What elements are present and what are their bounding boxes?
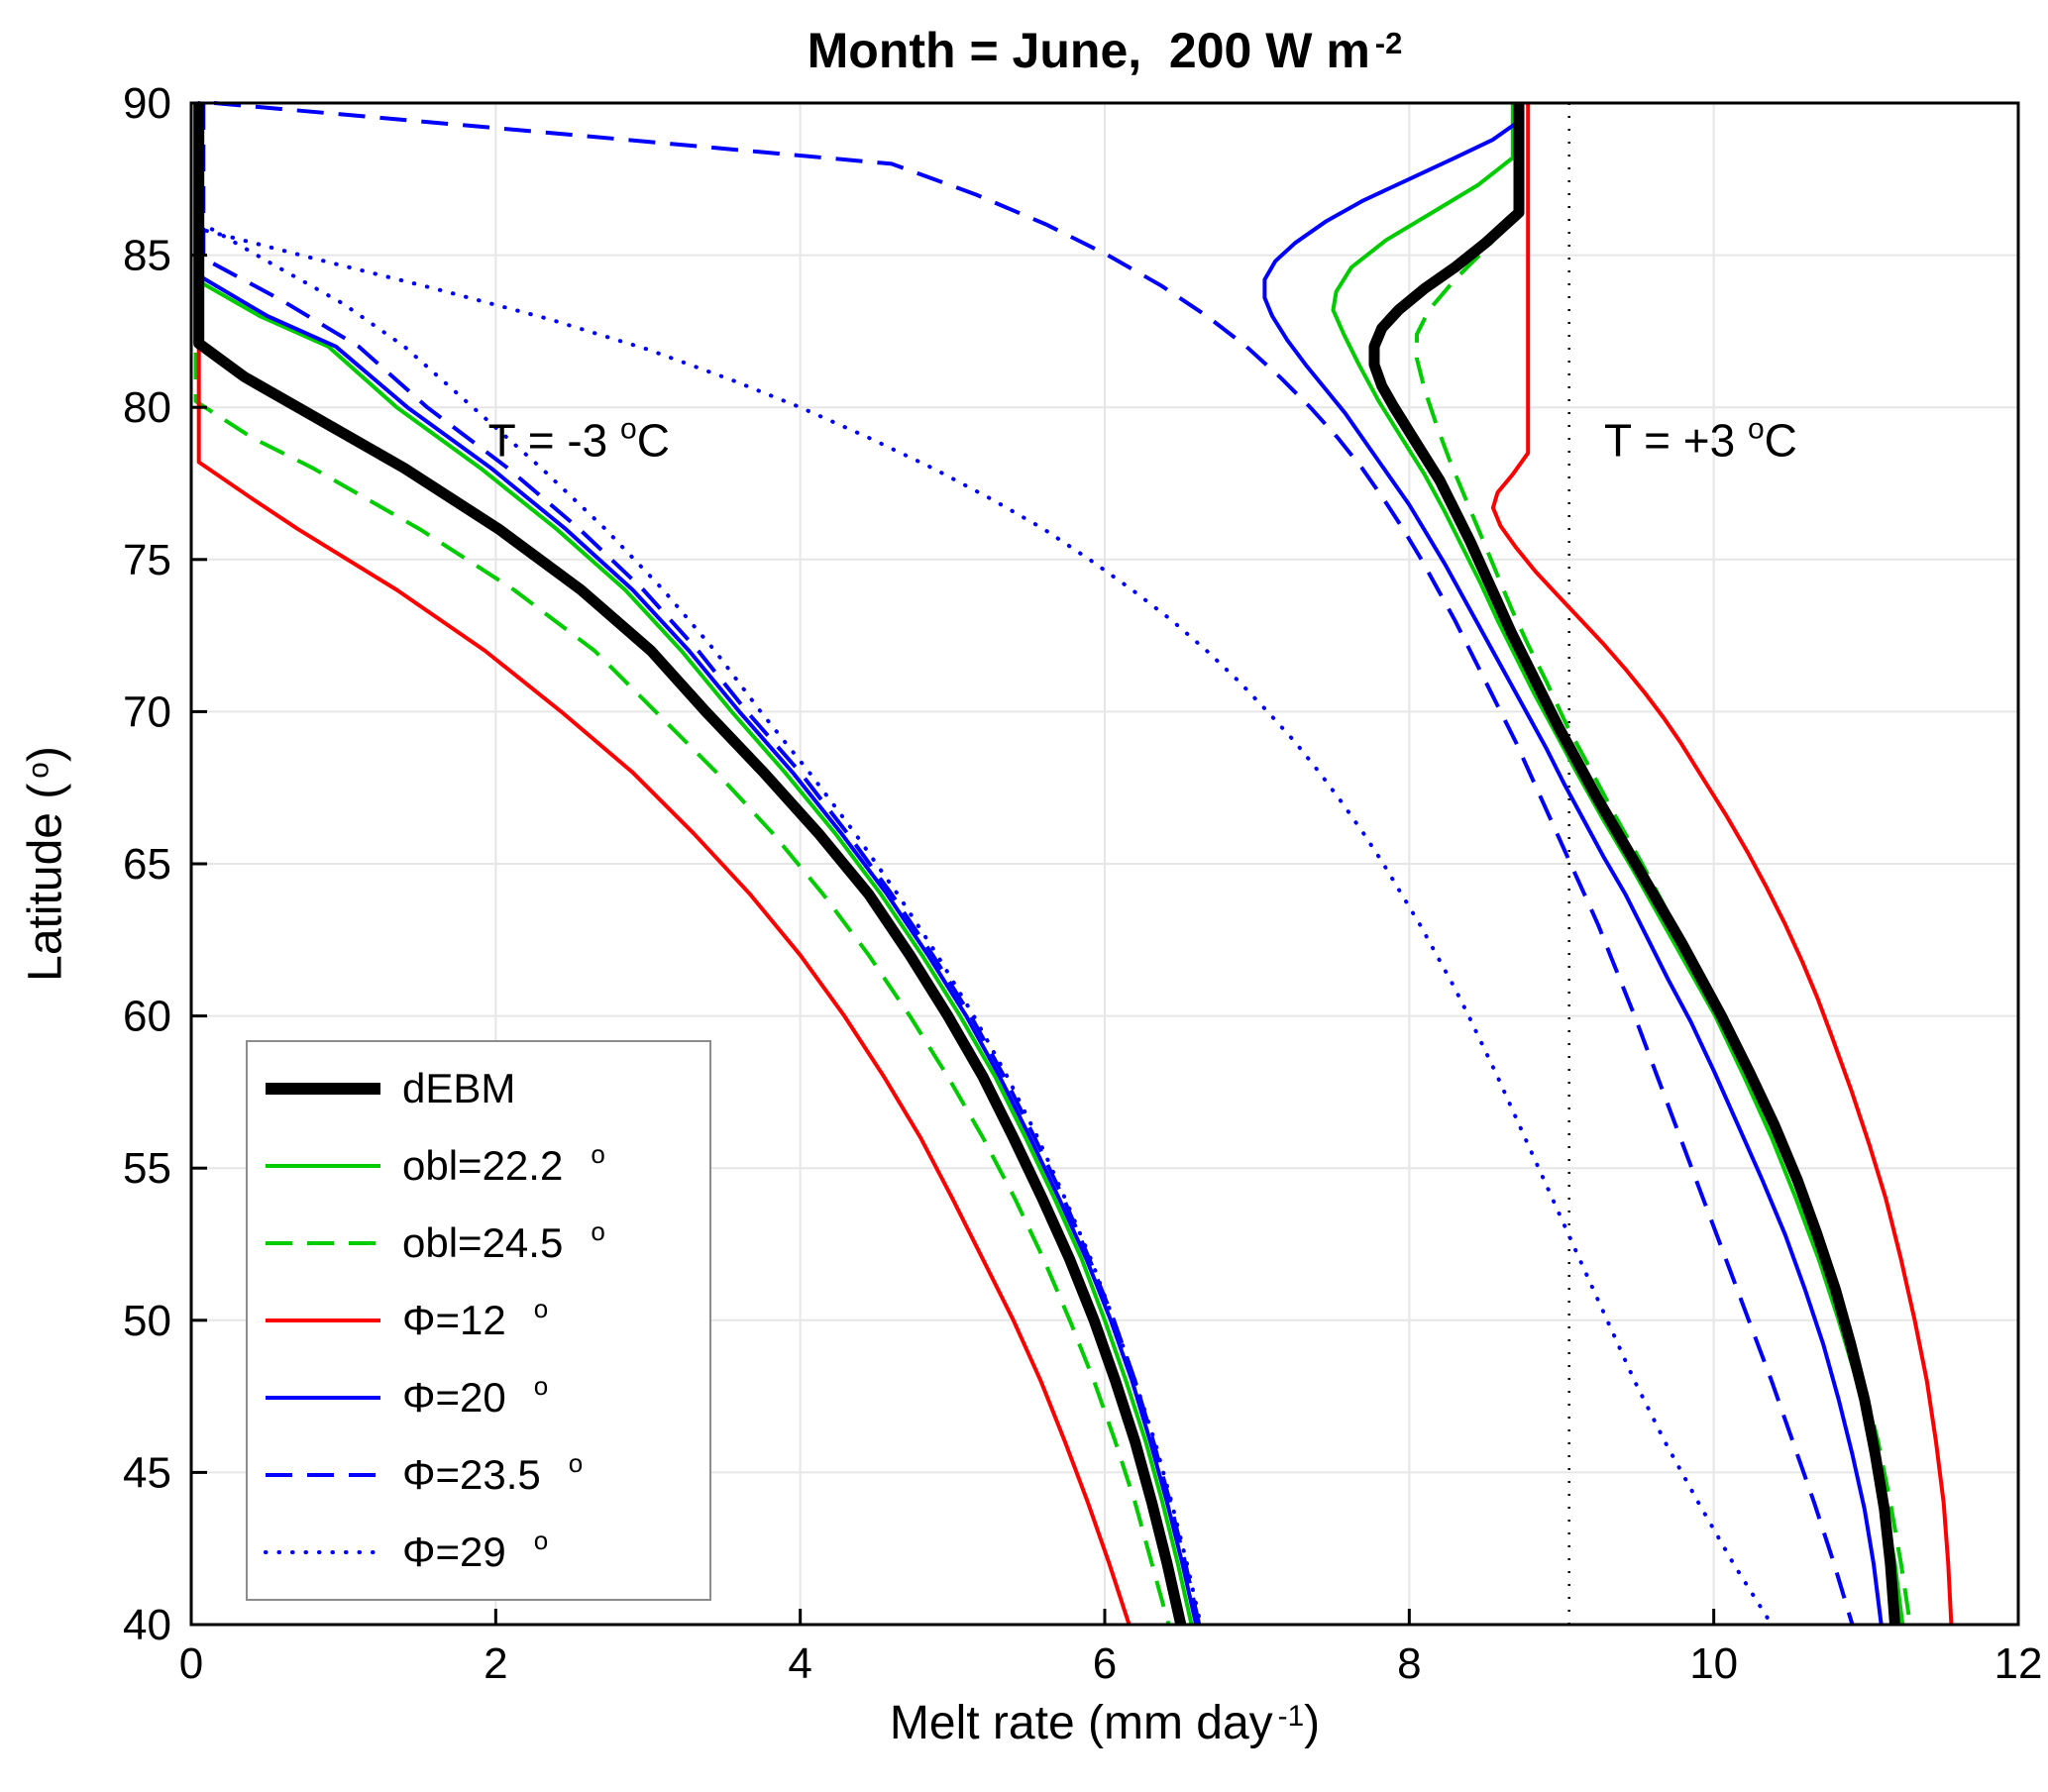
legend-line-sample (266, 1083, 380, 1095)
series-obl22-cold (193, 103, 1194, 1626)
annotation: T = -3 oC (488, 412, 670, 466)
legend-entry: Φ=20 o (264, 1373, 709, 1422)
legend-entry: obl=22.2 o (264, 1141, 709, 1190)
x-axis-label-close: ) (1304, 1697, 1321, 1749)
y-tick-label: 70 (123, 687, 171, 736)
chart-title-text: Month = June, 200 W m (807, 23, 1370, 78)
y-axis-label-superscript: o (22, 762, 55, 779)
chart-title-superscript: -2 (1374, 26, 1403, 61)
series-obl24-warm (1415, 103, 1912, 1626)
x-tick-label: 6 (1093, 1639, 1117, 1688)
y-tick-label: 60 (123, 993, 171, 1041)
legend-entry: Φ=12 o (264, 1296, 709, 1344)
legend-line-sample (266, 1396, 380, 1400)
series-phi29-cold (196, 101, 1203, 1627)
legend-line-sample (264, 1550, 382, 1554)
legend-label: Φ=20 (402, 1374, 506, 1421)
x-tick-label: 4 (788, 1639, 811, 1688)
y-tick-label: 90 (123, 79, 171, 128)
series-obl24-cold (193, 103, 1171, 1626)
y-tick-label: 55 (123, 1144, 171, 1193)
y-tick-label: 85 (123, 232, 171, 280)
legend-entry: dEBM (264, 1065, 709, 1112)
legend-label: dEBM (402, 1065, 516, 1111)
x-tick-label: 2 (484, 1639, 507, 1688)
series-obl22-warm (1331, 103, 1905, 1626)
y-tick-label: 40 (123, 1601, 171, 1649)
legend-line-sample (266, 1241, 380, 1245)
legend-entry: Φ=29 o (264, 1528, 709, 1576)
x-axis-label-text: Melt rate (mm day (889, 1697, 1273, 1749)
series-phi23-cold (201, 103, 1202, 1626)
legend: dEBM obl=22.2 o obl=24.5 o Φ=12 o Φ=20 o Φ=23.5 o Φ… (246, 1040, 711, 1601)
y-tick-label: 45 (123, 1448, 171, 1497)
legend-line-sample (266, 1318, 380, 1322)
legend-label: Φ=12 (402, 1297, 506, 1343)
y-tick-label: 50 (123, 1297, 171, 1345)
legend-line-sample (266, 1164, 380, 1168)
annotation: T = +3 oC (1604, 412, 1797, 466)
series-phi12-cold (196, 103, 1132, 1626)
chart-title: Month = June, 200 W m -2 (191, 22, 2018, 79)
legend-label: obl=24.5 (402, 1219, 564, 1266)
x-tick-label: 12 (1994, 1639, 2043, 1688)
series-phi12-warm (1490, 103, 1954, 1626)
y-axis-label: Latitude ( o) (19, 746, 73, 982)
legend-line-sample (266, 1473, 380, 1477)
series-phi20-warm (1262, 103, 1884, 1626)
legend-entry: obl=24.5 o (264, 1218, 709, 1267)
y-tick-label: 80 (123, 383, 171, 432)
y-axis-label-text: Latitude ( (19, 783, 72, 982)
x-tick-label: 10 (1689, 1639, 1738, 1688)
x-tick-label: 8 (1397, 1639, 1421, 1688)
y-tick-label: 65 (123, 840, 171, 889)
y-axis-label-close: ) (19, 746, 72, 763)
legend-label: Φ=23.5 (402, 1451, 541, 1498)
x-axis-label: Melt rate (mm day -1) (191, 1696, 2018, 1750)
x-axis-label-superscript: -1 (1277, 1699, 1305, 1733)
legend-label: obl=22.2 (402, 1142, 564, 1189)
x-tick-label: 0 (179, 1639, 203, 1688)
series-phi20-cold (198, 103, 1199, 1626)
series-phi23-warm (213, 101, 1855, 1626)
legend-entry: Φ=23.5 o (264, 1450, 709, 1499)
series-debm-cold (193, 103, 1187, 1627)
y-tick-label: 75 (123, 536, 171, 584)
legend-label: Φ=29 (402, 1528, 506, 1575)
series-debm-warm (1368, 103, 1900, 1626)
